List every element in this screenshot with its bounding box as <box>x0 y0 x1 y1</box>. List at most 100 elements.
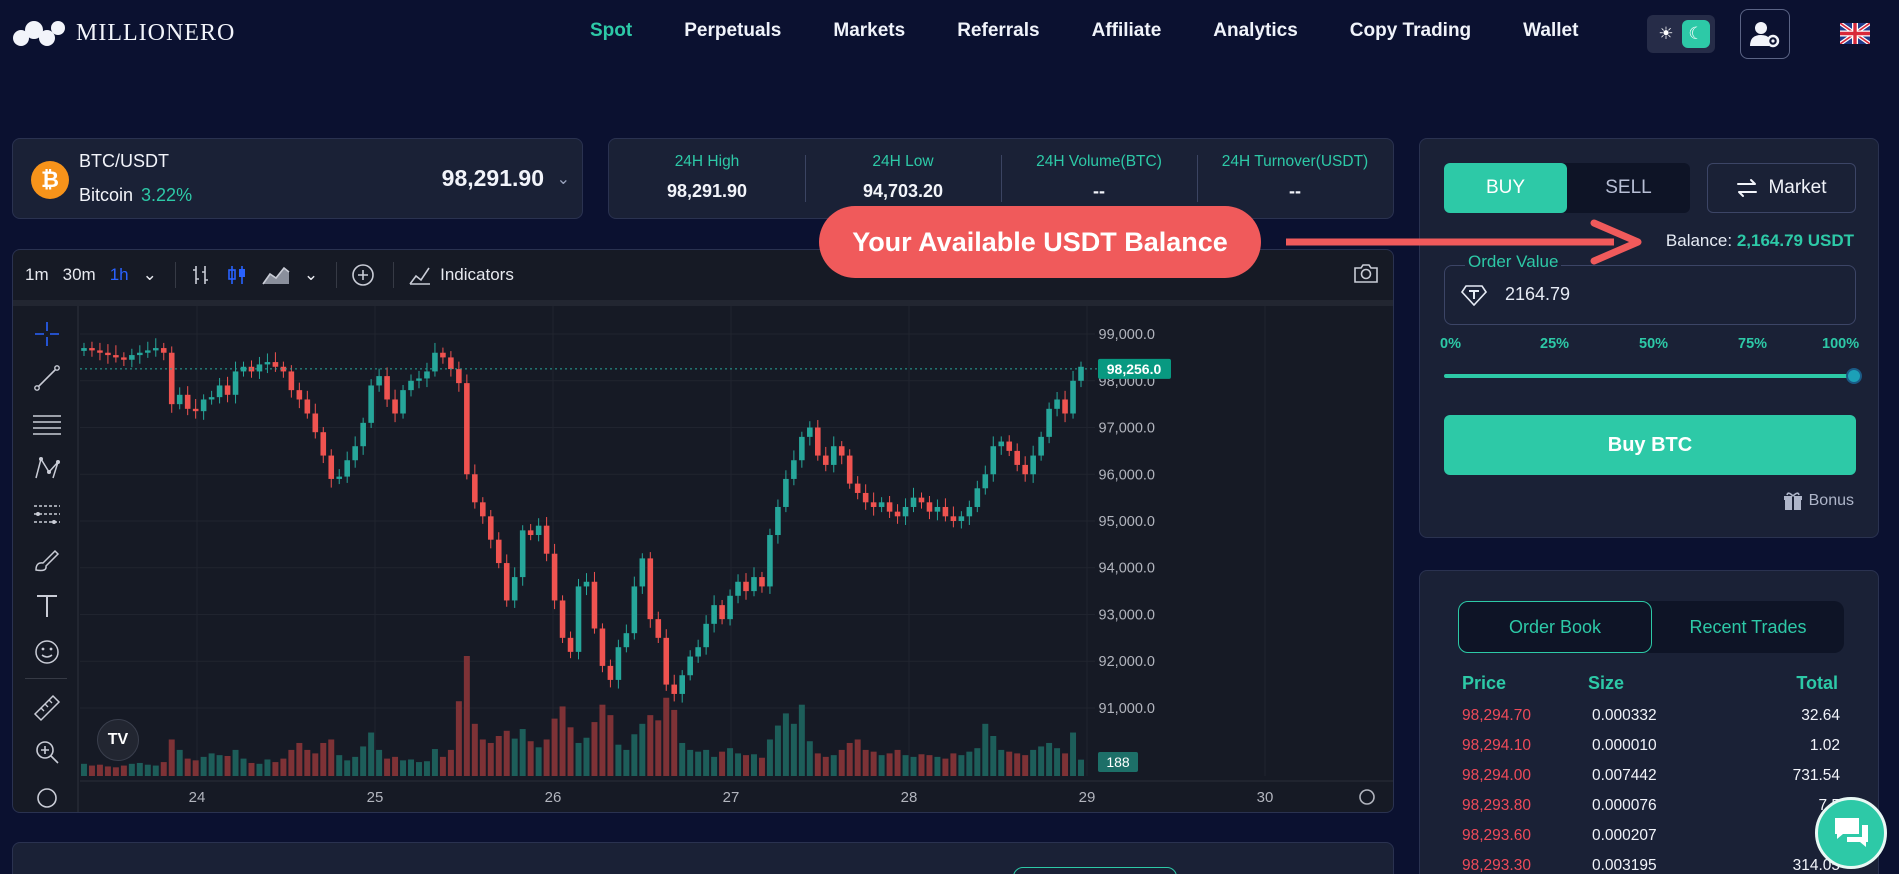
bonus-link[interactable]: Bonus <box>1783 491 1854 511</box>
tab-order-book[interactable]: Order Book <box>1458 601 1652 653</box>
candle <box>631 586 638 634</box>
volume-bar <box>575 742 582 776</box>
logo[interactable]: MILLIONERO <box>12 16 235 50</box>
percent-75[interactable]: 75% <box>1738 336 1768 352</box>
order-book-row[interactable]: 98,294.00 0.007442 731.54 <box>1462 767 1840 797</box>
nav-spot[interactable]: Spot <box>590 20 633 41</box>
chevron-down-icon[interactable]: ⌄ <box>142 265 157 284</box>
volume-bar <box>1006 751 1013 776</box>
candle <box>551 553 558 601</box>
text-icon[interactable] <box>31 590 63 622</box>
candle <box>695 647 701 657</box>
percent-25[interactable]: 25% <box>1540 336 1570 352</box>
interval-1m[interactable]: 1m <box>25 265 49 284</box>
chat-support-button[interactable] <box>1815 797 1887 869</box>
nav-wallet[interactable]: Wallet <box>1523 20 1579 41</box>
horizontal-lines-icon[interactable] <box>31 408 63 440</box>
percent-50[interactable]: 50% <box>1639 336 1669 352</box>
moon-icon[interactable]: ☾ <box>1682 20 1710 48</box>
zoom-in-icon[interactable] <box>31 736 63 768</box>
crosshair-icon[interactable] <box>31 318 63 350</box>
volume-bar <box>136 762 143 776</box>
compare-icon[interactable] <box>190 264 212 286</box>
uk-flag-icon[interactable] <box>1840 23 1870 44</box>
volume-bar <box>655 720 662 776</box>
nav-affiliate[interactable]: Affiliate <box>1091 20 1162 41</box>
order-book-row[interactable]: 98,293.30 0.003195 314.05 <box>1462 857 1840 874</box>
user-settings-button[interactable] <box>1740 9 1790 59</box>
amount-slider[interactable] <box>1444 374 1852 378</box>
last-price-label: 98,256.0 <box>1107 361 1162 377</box>
interval-1h[interactable]: 1h <box>109 265 129 284</box>
candlestick-chart[interactable]: 99,000.098,000.097,000.096,000.095,000.0… <box>80 306 1394 813</box>
add-indicator-icon[interactable] <box>351 263 375 287</box>
volume-bar <box>328 739 335 776</box>
order-value-input[interactable] <box>1505 284 1825 305</box>
pair-selector[interactable]: ₿ BTC/USDT Bitcoin 3.22% 98,291.90 ⌄ <box>12 138 583 219</box>
candle <box>232 371 239 395</box>
prediction-icon[interactable] <box>31 498 63 530</box>
candle <box>256 364 263 372</box>
volume-bar <box>902 755 909 776</box>
volume-bar <box>160 762 167 776</box>
indicators-button[interactable]: Indicators <box>408 264 514 286</box>
nav-analytics[interactable]: Analytics <box>1213 20 1298 41</box>
emoji-icon[interactable] <box>31 636 63 668</box>
theme-toggle[interactable]: ☀ ☾ <box>1647 15 1715 53</box>
volume-bar <box>910 756 917 776</box>
order-book-row[interactable]: 98,294.10 0.000010 1.02 <box>1462 737 1840 767</box>
interval-30m[interactable]: 30m <box>62 265 96 284</box>
candles-icon[interactable] <box>226 264 248 286</box>
candle <box>240 366 247 372</box>
percent-100[interactable]: 100% <box>1822 336 1860 352</box>
candle <box>408 380 414 391</box>
camera-icon[interactable] <box>1353 262 1379 289</box>
candle <box>224 385 231 395</box>
order-value-field[interactable]: Order Value <box>1444 252 1856 325</box>
volume-bar <box>232 749 239 776</box>
tab-recent-trades[interactable]: Recent Trades <box>1689 616 1807 637</box>
order-book-row[interactable]: 98,294.70 0.000332 32.64 <box>1462 707 1840 737</box>
buy-tab[interactable]: BUY <box>1444 163 1567 213</box>
magnet-icon[interactable] <box>31 782 63 812</box>
brush-icon[interactable] <box>31 544 63 576</box>
candle <box>663 637 670 685</box>
volume-bar <box>208 753 215 776</box>
nav-referrals[interactable]: Referrals <box>957 20 1040 41</box>
nav-markets[interactable]: Markets <box>833 20 906 41</box>
sell-tab[interactable]: SELL <box>1605 177 1652 198</box>
nav-perpetuals[interactable]: Perpetuals <box>684 20 782 41</box>
volume-bar <box>814 753 821 776</box>
trend-line-icon[interactable] <box>31 362 63 394</box>
order-type-button[interactable]: Market <box>1707 163 1856 213</box>
order-book-row[interactable]: 98,293.80 0.000076 7.5 <box>1462 797 1840 827</box>
slider-handle[interactable] <box>1846 368 1862 384</box>
chevron-down-icon[interactable]: ⌄ <box>556 171 570 188</box>
chart-toolbar: 1m 30m 1h ⌄ ⌄ Indicators <box>13 250 1393 300</box>
volume-bar <box>344 760 351 776</box>
tradingview-logo-icon[interactable]: TV <box>97 719 139 761</box>
sun-icon[interactable]: ☀ <box>1658 24 1674 43</box>
settings-gear-icon[interactable] <box>1359 789 1375 805</box>
orders-tab[interactable] <box>1013 867 1177 874</box>
buy-btc-button[interactable]: Buy BTC <box>1444 415 1856 475</box>
candle <box>958 516 965 521</box>
volume-bar <box>248 762 255 776</box>
volume-bar <box>982 723 989 776</box>
area-chart-icon[interactable] <box>262 264 290 286</box>
candle <box>368 385 374 423</box>
volume-bar <box>591 722 598 776</box>
stat-24h-high: 24H High 98,291.90 <box>609 139 805 218</box>
order-book-row[interactable]: 98,293.60 0.000207 20 <box>1462 827 1840 857</box>
percent-0[interactable]: 0% <box>1440 336 1461 352</box>
nav-copy-trading[interactable]: Copy Trading <box>1349 20 1472 41</box>
ruler-icon[interactable] <box>31 692 63 724</box>
chevron-down-icon[interactable]: ⌄ <box>303 265 319 284</box>
volume-bar <box>408 759 414 776</box>
volume-bar <box>463 656 470 776</box>
user-gear-icon <box>1750 22 1780 48</box>
volume-bar <box>1030 749 1037 776</box>
volume-bar <box>751 754 757 776</box>
row-size: 0.000207 <box>1592 827 1657 844</box>
pattern-icon[interactable] <box>31 452 63 484</box>
